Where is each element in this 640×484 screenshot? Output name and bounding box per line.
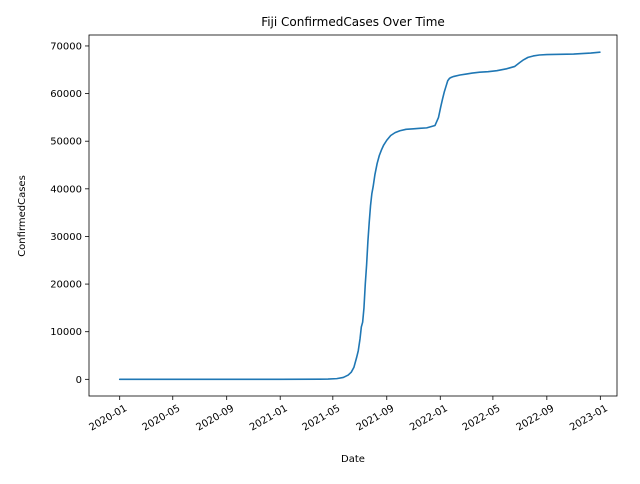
plot-area — [118, 51, 601, 381]
series-line-0 — [118, 51, 601, 381]
plot-frame — [88, 34, 618, 397]
y-axis-label: ConfirmedCases — [17, 175, 28, 257]
y-tick-label: 70000 — [50, 41, 82, 52]
y-tick-label: 50000 — [50, 137, 82, 148]
y-tick-label: 30000 — [50, 232, 82, 243]
y-tick-label: 60000 — [50, 89, 82, 100]
y-tick-label: 20000 — [50, 280, 82, 291]
chart-title: Fiji ConfirmedCases Over Time — [261, 15, 445, 29]
y-tick-label: 0 — [76, 375, 82, 386]
y-axis: 0 10000 20000 30000 40000 50000 60000 70000 — [50, 41, 89, 386]
y-tick-label: 40000 — [50, 184, 82, 195]
y-tick-label: 10000 — [50, 327, 82, 338]
x-axis-label: Date — [341, 454, 365, 465]
